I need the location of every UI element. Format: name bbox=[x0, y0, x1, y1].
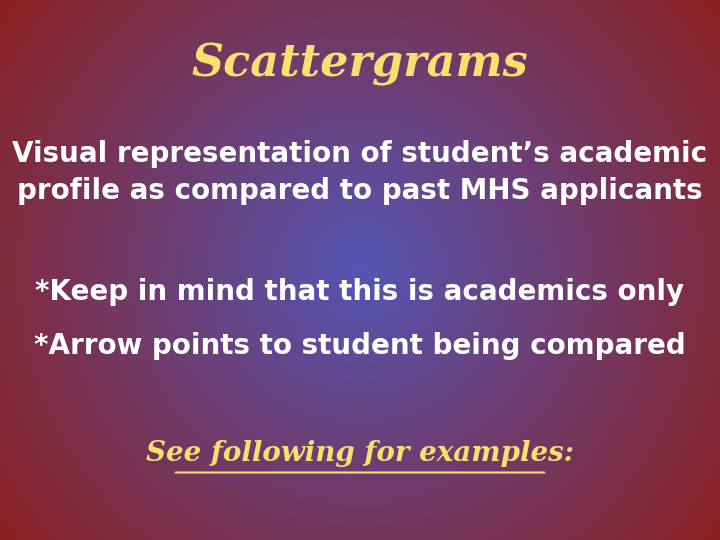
Text: *Keep in mind that this is academics only: *Keep in mind that this is academics onl… bbox=[35, 278, 685, 306]
Text: Scattergrams: Scattergrams bbox=[192, 43, 528, 86]
Text: *Arrow points to student being compared: *Arrow points to student being compared bbox=[34, 332, 686, 360]
Text: See following for examples:: See following for examples: bbox=[146, 440, 574, 467]
Text: Visual representation of student’s academic
profile as compared to past MHS appl: Visual representation of student’s acade… bbox=[12, 140, 708, 205]
